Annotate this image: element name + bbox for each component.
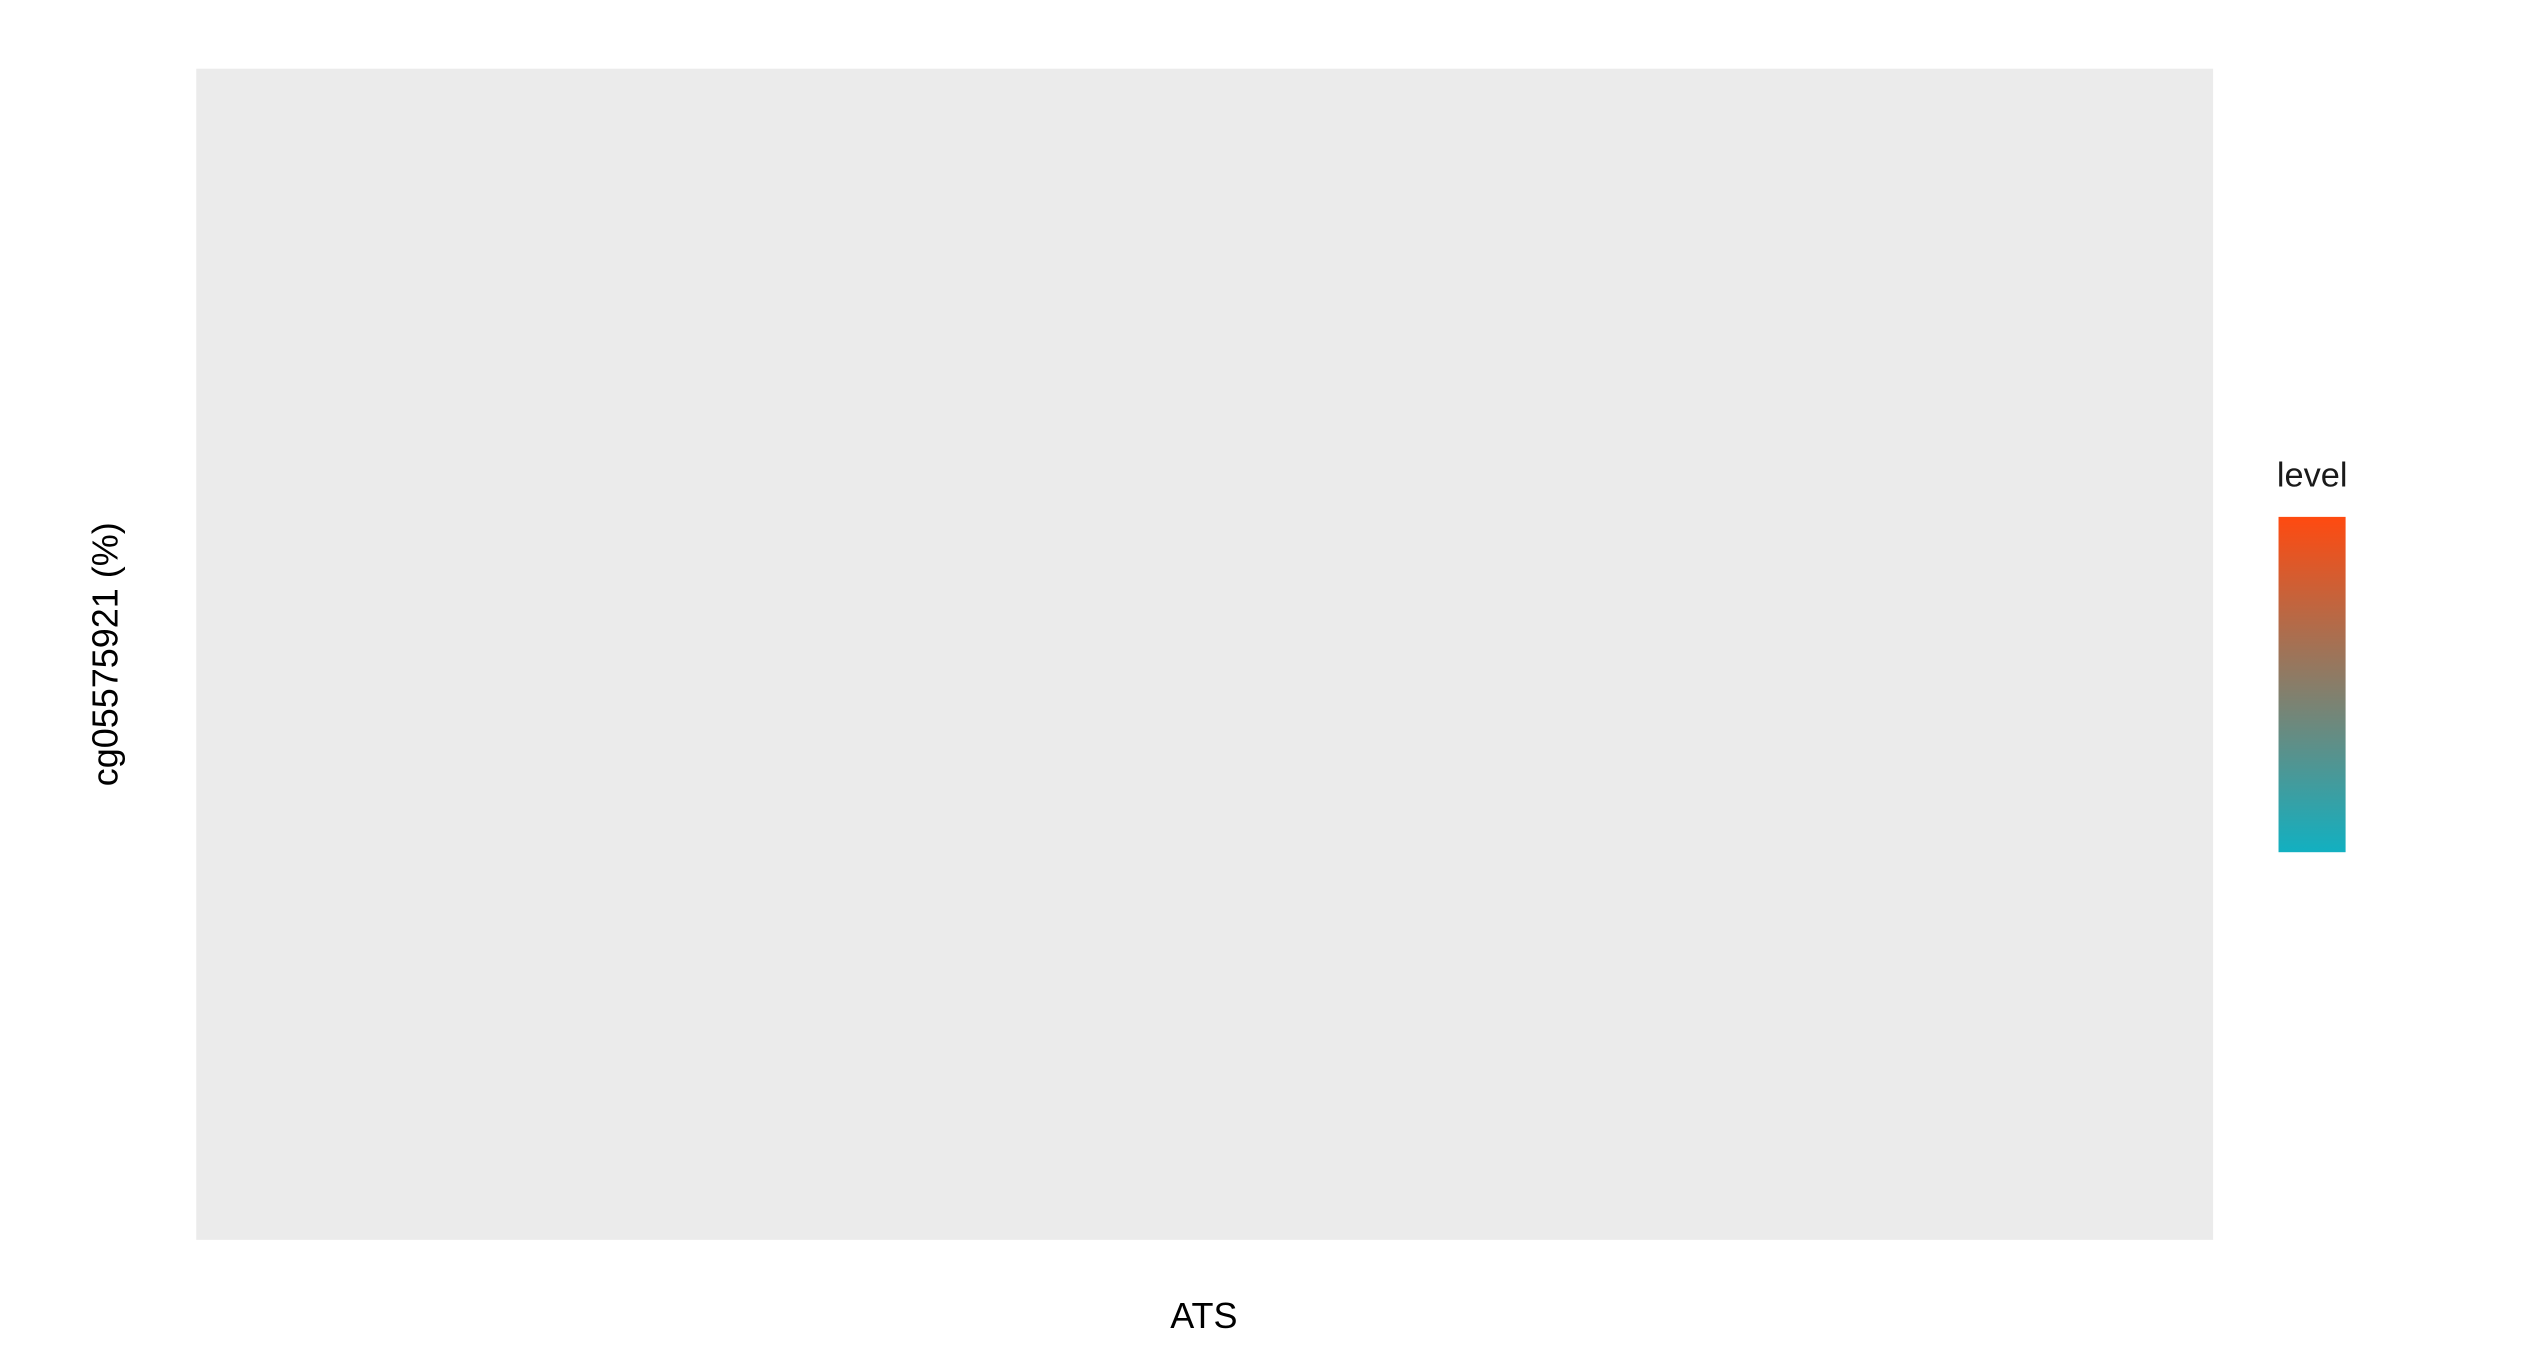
colorbar xyxy=(2278,516,2346,853)
y-axis-title: cg05575921 (%) xyxy=(84,522,125,786)
panel xyxy=(196,68,2214,1240)
x-axis-title: ATS xyxy=(1170,1295,1237,1336)
plot: ATS cg05575921 (%) level xyxy=(84,68,2348,1336)
legend-title: level xyxy=(2277,457,2348,495)
